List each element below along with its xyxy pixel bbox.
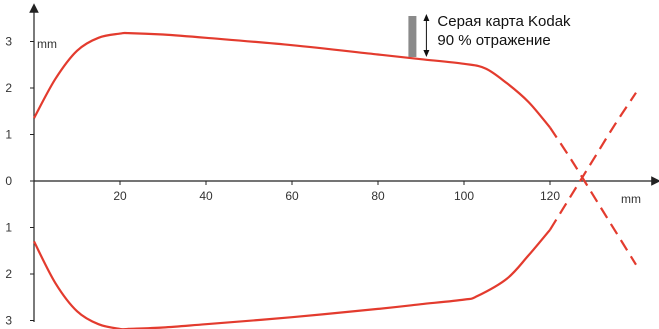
series-line-upper-solid — [33, 31, 551, 129]
x-tick-label: 100 — [454, 189, 474, 203]
y-tick-label: 3 — [5, 314, 12, 328]
y-tick-label: 1 — [5, 128, 12, 142]
series-line-upper-dashed — [549, 126, 637, 266]
annotation-text-line: Серая карта Kodak — [437, 13, 571, 30]
annotation-text-line: 90 % отражение — [437, 32, 550, 49]
arrow-up-icon — [423, 14, 430, 21]
y-tick-label: 3 — [5, 35, 12, 49]
y-axis-unit: mm — [37, 37, 57, 51]
series-line-lower-dashed — [549, 92, 637, 231]
annotation-layer: Серая карта Kodak 90 % отражение — [408, 13, 571, 57]
x-tick-label: 80 — [371, 189, 385, 203]
y-tick-label: 2 — [5, 81, 12, 95]
series-line-lower-solid — [33, 229, 551, 329]
y-tick-label: 2 — [5, 267, 12, 281]
x-tick-label: 60 — [285, 189, 299, 203]
x-tick-label: 120 — [540, 189, 560, 203]
y-tick-label: 1 — [5, 221, 12, 235]
x-tick-label: 40 — [199, 189, 213, 203]
gray-card-bar — [408, 16, 417, 57]
arrow-down-icon — [423, 50, 430, 57]
series-layer — [33, 31, 637, 329]
x-tick-label: 20 — [113, 189, 127, 203]
axes — [29, 3, 659, 322]
ticks: 3 2 1 0 1 2 3 20 40 60 80 100 120 mm mm — [5, 35, 641, 328]
y-tick-label: 0 — [5, 174, 12, 188]
x-axis-unit: mm — [621, 192, 641, 206]
